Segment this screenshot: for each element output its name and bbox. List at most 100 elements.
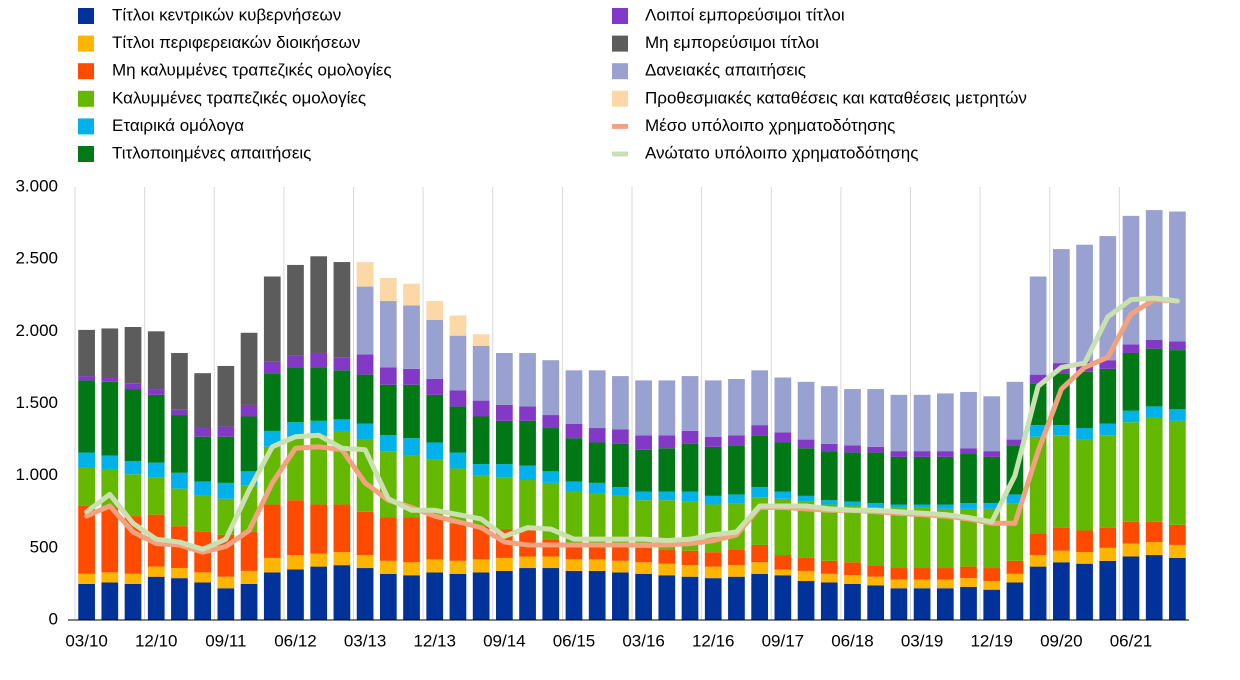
- bar-segment: [101, 377, 119, 382]
- bar-segment: [310, 420, 328, 436]
- bar-segment: [728, 378, 745, 436]
- bar-segment: [728, 435, 745, 446]
- bar-segment: [960, 508, 977, 567]
- bar-segment: [333, 262, 351, 358]
- bar-segment: [681, 491, 699, 502]
- bar-segment: [333, 504, 351, 553]
- bar-segment: [936, 504, 954, 509]
- y-tick-label: 2.500: [15, 249, 58, 268]
- legend-label: Μέσο υπόλοιπο χρηματοδότησης: [645, 116, 895, 135]
- legend-label: Προθεσμιακές καταθέσεις και καταθέσεις μ…: [645, 88, 1027, 107]
- bar-segment: [588, 570, 606, 620]
- bar-segment: [658, 563, 676, 576]
- bar-segment: [704, 578, 722, 620]
- y-tick-label: 3.000: [15, 176, 58, 195]
- bar-segment: [542, 415, 560, 429]
- bar-segment: [171, 488, 188, 527]
- bar-segment: [820, 504, 838, 561]
- bar-segment: [751, 573, 769, 620]
- bar-segment: [1169, 211, 1186, 342]
- bar-segment: [867, 452, 885, 504]
- legend-marker: [78, 118, 94, 135]
- bar-segment: [1122, 556, 1140, 620]
- bar-segment: [797, 448, 815, 496]
- bar-segment: [1029, 276, 1047, 375]
- bar-segment: [78, 329, 95, 377]
- bar-segment: [983, 503, 1001, 509]
- bar-segment: [124, 583, 142, 620]
- bar-segment: [1099, 560, 1117, 620]
- bar-segment: [263, 276, 281, 362]
- bar-segment: [774, 442, 792, 492]
- bar-segment: [542, 360, 560, 416]
- bar-segment: [310, 435, 328, 505]
- bar-segment: [101, 455, 119, 470]
- bar-segment: [704, 495, 722, 505]
- bar-segment: [1122, 543, 1140, 557]
- bar-segment: [936, 588, 954, 620]
- bar-segment: [472, 559, 490, 573]
- bar-segment: [797, 570, 815, 582]
- bar-segment: [217, 426, 235, 437]
- bar-segment: [588, 428, 606, 443]
- bar-segment: [1122, 344, 1140, 353]
- bar-segment: [1029, 374, 1047, 384]
- x-tick-label: 03/19: [901, 631, 944, 650]
- bar-segment: [565, 543, 583, 560]
- bar-segment: [588, 442, 606, 483]
- bar-segment: [704, 436, 722, 447]
- bar-segment: [1169, 544, 1186, 558]
- x-tick-label: 03/10: [65, 631, 108, 650]
- bar-segment: [960, 454, 977, 504]
- bar-segment: [147, 576, 165, 620]
- bar-segment: [124, 573, 142, 584]
- bar-segment: [1029, 555, 1047, 567]
- bar-segment: [936, 456, 954, 505]
- bar-segment: [960, 586, 977, 620]
- bar-segment: [472, 464, 490, 476]
- bar-segment: [472, 572, 490, 620]
- bar-segment: [495, 477, 513, 530]
- bar-segment: [797, 581, 815, 620]
- bar-segment: [1076, 530, 1093, 553]
- bar-segment: [867, 565, 885, 577]
- bar-segment: [681, 430, 699, 444]
- bar-segment: [565, 370, 583, 424]
- bar-segment: [635, 562, 652, 574]
- bar-segment: [171, 472, 188, 489]
- bar-segment: [310, 553, 328, 567]
- bar-segment: [983, 451, 1001, 457]
- bar-segment: [495, 570, 513, 620]
- bar-segment: [797, 501, 815, 558]
- bar-segment: [310, 256, 328, 353]
- bar-segment: [1052, 562, 1070, 620]
- bar-segment: [658, 491, 676, 501]
- bar-segment: [681, 565, 699, 577]
- bar-segment: [844, 501, 861, 506]
- bar-segment: [704, 566, 722, 579]
- bar-segment: [519, 352, 536, 407]
- bar-segment: [356, 423, 374, 440]
- bar-segment: [449, 452, 467, 469]
- bar-segment: [78, 452, 95, 468]
- bar-segment: [287, 569, 304, 620]
- bar-segment: [1122, 410, 1140, 423]
- legend-label: Δανειακές απαιτήσεις: [645, 61, 806, 80]
- bar-segment: [147, 566, 165, 577]
- bar-segment: [913, 394, 931, 452]
- bar-segment: [356, 262, 374, 287]
- bar-segment: [542, 428, 560, 472]
- bar-segment: [774, 432, 792, 443]
- legend-marker: [78, 8, 94, 24]
- legend-marker: [612, 63, 628, 80]
- bar-segment: [983, 456, 1001, 504]
- bar-segment: [240, 570, 258, 584]
- legend-marker: [612, 35, 628, 52]
- legend-marker: [612, 8, 628, 24]
- bar-segment: [1029, 425, 1047, 437]
- bar-segment: [588, 482, 606, 493]
- bar-segment: [1122, 352, 1140, 411]
- bar-segment: [519, 420, 536, 466]
- bar-segment: [101, 507, 119, 573]
- bar-segment: [426, 378, 444, 395]
